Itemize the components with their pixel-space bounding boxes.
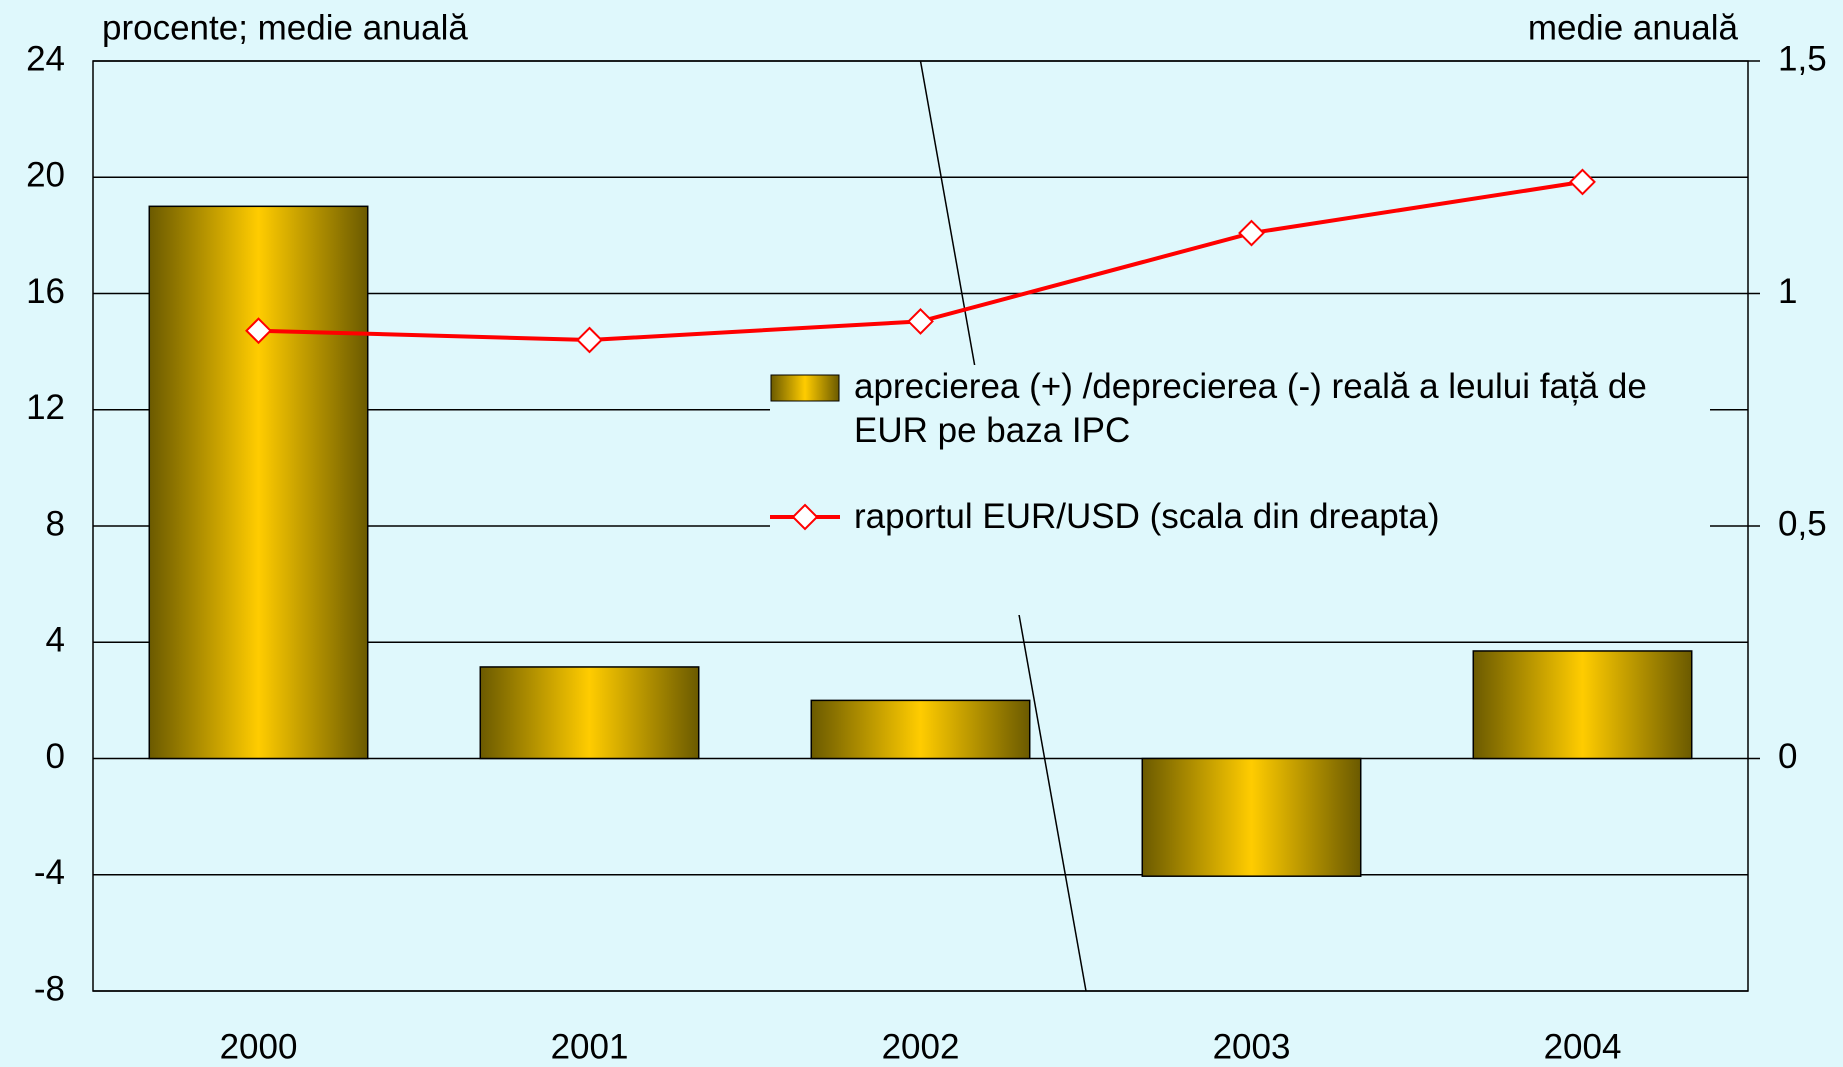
legend-item: raportul EUR/USD (scala din dreapta) — [770, 495, 1654, 539]
line-marker — [1238, 219, 1265, 247]
y2-tick-label: 1,5 — [1778, 39, 1827, 78]
y-tick-label: 8 — [46, 504, 65, 543]
y-tick-label: 16 — [26, 272, 65, 311]
x-tick-label: 2002 — [882, 1027, 960, 1066]
legend-label: aprecierea (+) /deprecierea (-) reală a … — [854, 367, 1647, 450]
y2-axis-label: medie anuală — [1528, 8, 1739, 47]
x-tick-label: 2001 — [551, 1027, 629, 1066]
y-tick-label: -8 — [34, 969, 65, 1008]
line-marker — [907, 307, 934, 335]
legend-label: raportul EUR/USD (scala din dreapta) — [854, 497, 1440, 536]
line-marker — [576, 326, 603, 354]
legend-item: aprecierea (+) /deprecierea (-) reală a … — [770, 365, 1654, 453]
bar — [1141, 757, 1362, 877]
y-tick-label: 0 — [46, 737, 65, 776]
legend-swatch — [770, 374, 840, 402]
line-marker — [245, 317, 272, 345]
y-tick-label: 24 — [26, 39, 65, 78]
x-tick-label: 2003 — [1213, 1027, 1291, 1066]
bar — [810, 699, 1031, 760]
y2-tick-label: 0 — [1778, 737, 1797, 776]
line-marker — [1569, 168, 1596, 196]
legend-swatch — [770, 503, 840, 531]
legend: aprecierea (+) /deprecierea (-) reală a … — [770, 365, 1710, 615]
x-tick-label: 2000 — [220, 1027, 298, 1066]
y-tick-label: 12 — [26, 388, 65, 427]
y-axis-label: procente; medie anuală — [102, 8, 468, 47]
y2-tick-label: 1 — [1778, 272, 1797, 311]
bar — [1472, 650, 1693, 760]
bar — [479, 666, 700, 760]
bar — [148, 205, 369, 760]
y-tick-label: -4 — [34, 853, 65, 892]
y-tick-label: 4 — [46, 621, 65, 660]
y2-tick-label: 0,5 — [1778, 504, 1827, 543]
y-tick-label: 20 — [26, 156, 65, 195]
x-tick-label: 2004 — [1544, 1027, 1622, 1066]
